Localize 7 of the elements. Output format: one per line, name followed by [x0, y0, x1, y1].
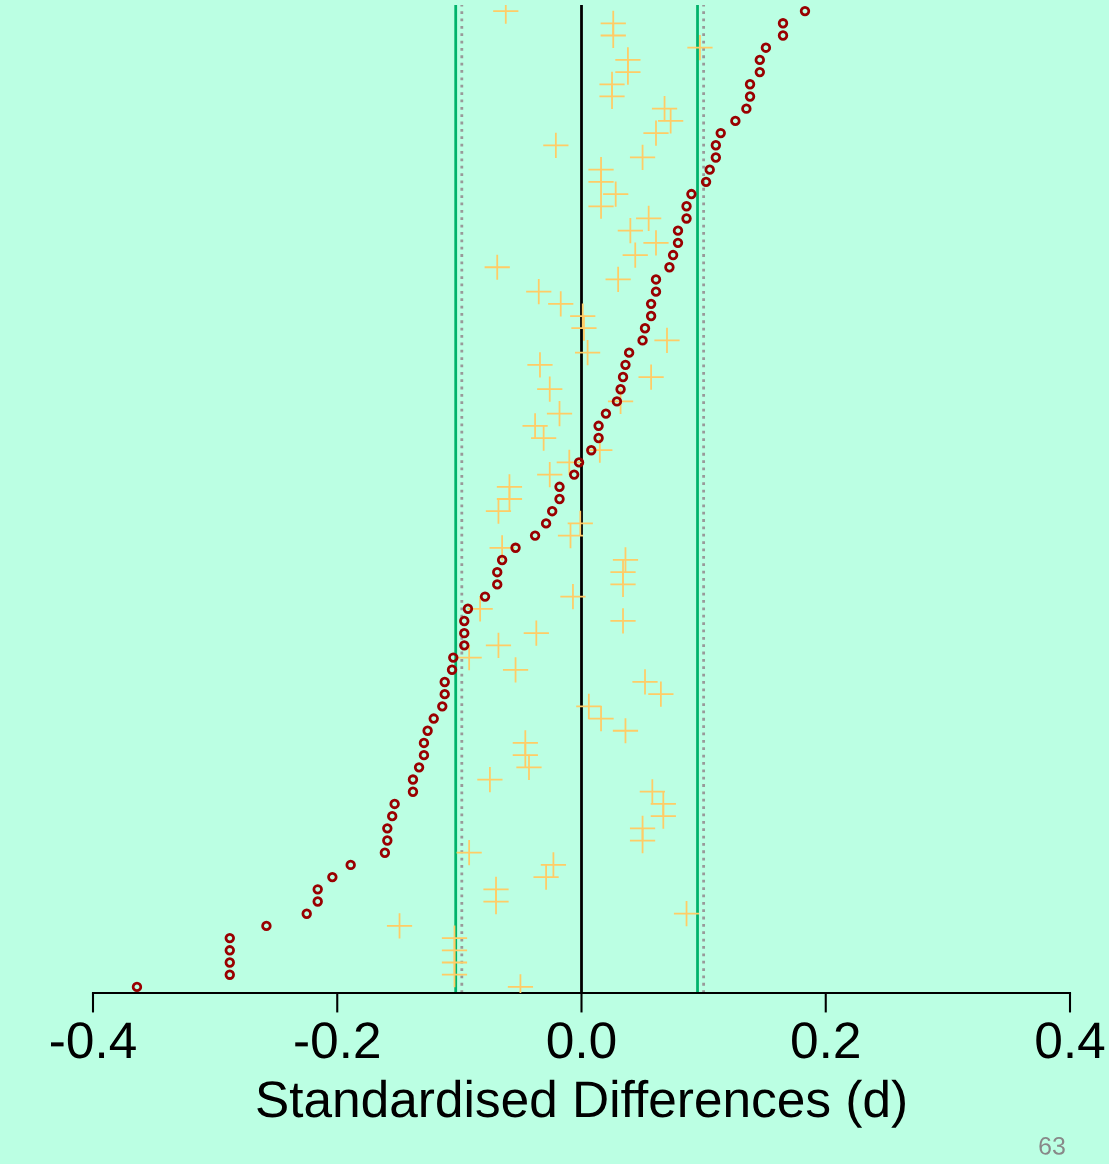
x-tick-label: 0.4 [1036, 1022, 1105, 1059]
x-tick-label: -0.2 [295, 1022, 379, 1059]
x-axis-title: Standardised Differences (d) [257, 1079, 905, 1128]
text: 63 [1039, 1137, 1065, 1155]
x-tick-label: 0.0 [547, 1022, 616, 1059]
x-tick-label: -0.4 [51, 1022, 136, 1059]
x-tick-label: 0.2 [792, 1022, 859, 1059]
